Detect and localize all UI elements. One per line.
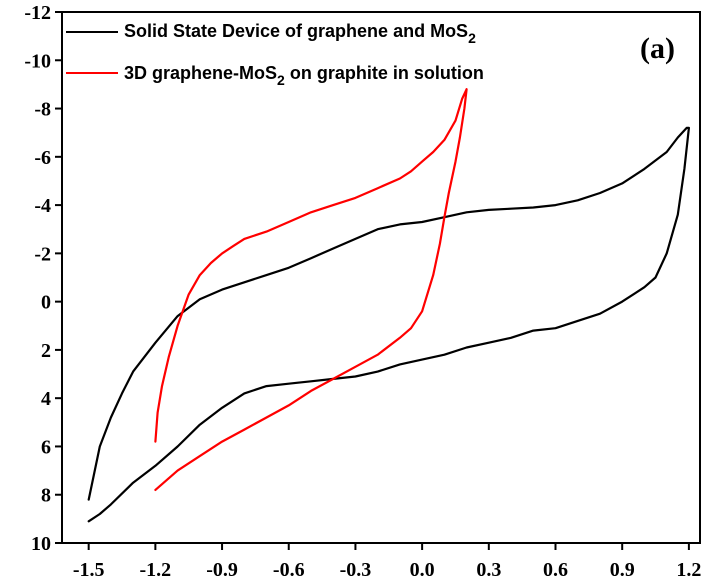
legend-label-solid-state-main: Solid State Device of graphene and MoS [124,21,468,41]
y-tick-label: 8 [41,485,51,507]
x-tick-label: 0.6 [543,559,568,581]
x-axis: -1.5 -1.2 -0.9 -0.6 -0.3 0.0 0.3 0.6 0.9 1.2 [73,543,701,581]
series-line-3d-graphene [154,88,468,491]
y-tick-label: 0 [41,292,51,314]
x-tick-label: 0.9 [610,559,635,581]
x-tick-label: -0.9 [206,559,238,581]
x-tick-label: -0.6 [273,559,305,581]
y-tick-label: -10 [24,50,51,72]
legend-label-3d-graphene-main: 3D graphene-MoS [124,63,277,83]
y-tick-label: 2 [41,340,51,362]
y-tick-label: 6 [41,436,51,458]
panel-label: (a) [640,32,675,65]
y-axis: -12 -10 -8 -6 -4 -2 0 2 4 6 8 10 [24,2,62,555]
legend-label-3d-graphene-tail: on graphite in solution [285,63,484,83]
x-tick-label: -1.2 [140,559,172,581]
legend-label-solid-state: Solid State Device of graphene and MoS2 [124,21,476,46]
x-tick-label: -1.5 [73,559,105,581]
x-tick-label: 0.3 [476,559,501,581]
legend-label-3d-graphene-sub: 2 [277,72,285,88]
y-tick-label: -4 [34,195,51,217]
y-tick-label: -8 [34,99,51,121]
y-tick-label: -2 [34,243,51,265]
y-tick-label: -12 [24,2,51,24]
y-tick-label: -6 [34,147,51,169]
legend-label-3d-graphene: 3D graphene-MoS2 on graphite in solution [124,63,484,88]
x-tick-label: -0.3 [340,559,372,581]
legend-label-solid-state-sub: 2 [468,30,476,46]
y-tick-label: 4 [41,388,51,410]
x-tick-label: 1.2 [676,559,701,581]
plot-frame [61,11,701,544]
x-tick-label: 0.0 [410,559,435,581]
y-tick-label: 10 [31,533,51,555]
series-line-solid-state [87,126,691,523]
legend: Solid State Device of graphene and MoS2 … [66,21,484,88]
series-layer [87,88,691,523]
